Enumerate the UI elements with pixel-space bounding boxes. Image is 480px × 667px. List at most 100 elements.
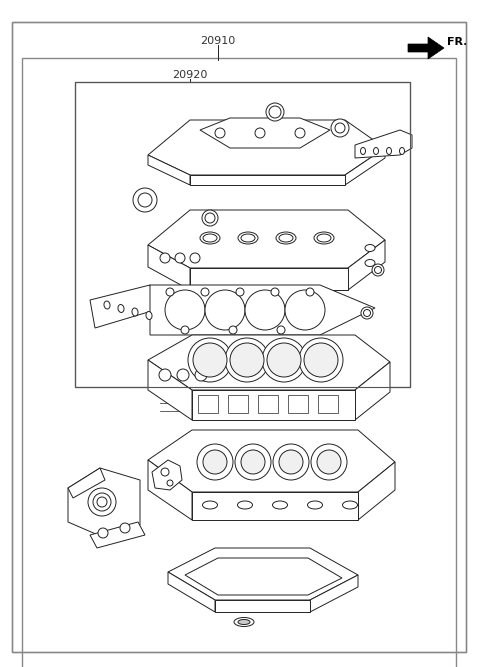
Ellipse shape	[308, 501, 323, 509]
Circle shape	[295, 128, 305, 138]
Circle shape	[181, 326, 189, 334]
Circle shape	[304, 343, 338, 377]
Circle shape	[331, 119, 349, 137]
Polygon shape	[90, 285, 155, 328]
Circle shape	[177, 369, 189, 381]
Circle shape	[203, 450, 227, 474]
Polygon shape	[68, 468, 140, 538]
Polygon shape	[148, 155, 190, 185]
Circle shape	[262, 338, 306, 382]
Polygon shape	[148, 120, 385, 175]
Polygon shape	[148, 360, 192, 420]
Polygon shape	[355, 130, 412, 158]
Ellipse shape	[203, 234, 217, 242]
Ellipse shape	[146, 311, 152, 319]
Circle shape	[88, 488, 116, 516]
Circle shape	[202, 210, 218, 226]
Circle shape	[372, 264, 384, 276]
Polygon shape	[358, 462, 395, 520]
Ellipse shape	[118, 305, 124, 312]
Bar	[288, 395, 308, 413]
Circle shape	[335, 123, 345, 133]
Polygon shape	[90, 522, 145, 548]
Polygon shape	[190, 268, 348, 290]
Circle shape	[160, 253, 170, 263]
Polygon shape	[192, 390, 355, 420]
Circle shape	[97, 497, 107, 507]
Polygon shape	[168, 572, 215, 612]
Circle shape	[267, 343, 301, 377]
Polygon shape	[355, 362, 390, 420]
Bar	[318, 395, 338, 413]
Polygon shape	[348, 240, 385, 290]
Circle shape	[311, 444, 347, 480]
Ellipse shape	[360, 147, 365, 155]
Ellipse shape	[276, 232, 296, 244]
Bar	[198, 395, 218, 413]
Circle shape	[235, 444, 271, 480]
Circle shape	[138, 193, 152, 207]
Circle shape	[175, 253, 185, 263]
Circle shape	[273, 444, 309, 480]
Circle shape	[285, 290, 325, 330]
Ellipse shape	[238, 501, 252, 509]
Circle shape	[166, 288, 174, 296]
Ellipse shape	[132, 308, 138, 316]
Circle shape	[229, 326, 237, 334]
Circle shape	[266, 103, 284, 121]
Circle shape	[225, 338, 269, 382]
Ellipse shape	[200, 232, 220, 244]
Polygon shape	[148, 335, 390, 390]
Text: 20920: 20920	[172, 70, 208, 80]
Circle shape	[201, 288, 209, 296]
Circle shape	[98, 528, 108, 538]
Polygon shape	[148, 210, 385, 268]
Circle shape	[361, 307, 373, 319]
Circle shape	[190, 253, 200, 263]
Ellipse shape	[234, 618, 254, 626]
Bar	[75, 82, 410, 387]
Ellipse shape	[365, 245, 375, 251]
Ellipse shape	[317, 234, 331, 242]
Circle shape	[363, 309, 371, 317]
Circle shape	[195, 369, 207, 381]
Ellipse shape	[238, 232, 258, 244]
Polygon shape	[150, 285, 375, 335]
Circle shape	[236, 288, 244, 296]
Polygon shape	[185, 558, 342, 595]
Polygon shape	[168, 548, 358, 600]
Circle shape	[167, 480, 173, 486]
Bar	[228, 395, 248, 413]
Circle shape	[271, 288, 279, 296]
Circle shape	[269, 106, 281, 118]
Circle shape	[93, 493, 111, 511]
Bar	[258, 395, 278, 413]
Bar	[75, 82, 410, 387]
Ellipse shape	[365, 259, 375, 267]
Polygon shape	[200, 118, 330, 148]
Circle shape	[159, 369, 171, 381]
Polygon shape	[68, 468, 105, 498]
Circle shape	[277, 326, 285, 334]
Ellipse shape	[104, 301, 110, 309]
Polygon shape	[190, 175, 345, 185]
Ellipse shape	[203, 501, 217, 509]
Ellipse shape	[314, 232, 334, 244]
Text: 20910: 20910	[200, 36, 236, 46]
Circle shape	[230, 343, 264, 377]
Circle shape	[279, 450, 303, 474]
Ellipse shape	[343, 501, 358, 509]
Circle shape	[197, 444, 233, 480]
Ellipse shape	[238, 620, 250, 624]
Ellipse shape	[399, 147, 405, 155]
Polygon shape	[148, 245, 190, 290]
Polygon shape	[215, 600, 310, 612]
Circle shape	[255, 128, 265, 138]
Circle shape	[306, 288, 314, 296]
Polygon shape	[408, 37, 444, 59]
Ellipse shape	[386, 147, 392, 155]
Polygon shape	[310, 575, 358, 612]
Circle shape	[245, 290, 285, 330]
Polygon shape	[192, 492, 358, 520]
Circle shape	[317, 450, 341, 474]
